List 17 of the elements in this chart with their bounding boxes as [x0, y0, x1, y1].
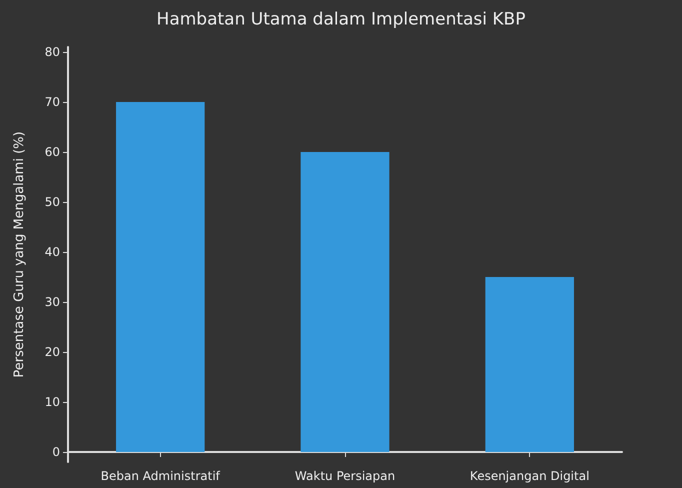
y-tick-label: 80	[44, 45, 60, 59]
y-tick-label: 20	[44, 345, 60, 359]
x-tick-label: Waktu Persiapan	[294, 469, 396, 483]
y-axis-title: Persentase Guru yang Mengalami (%)	[12, 131, 27, 378]
chart-title: Hambatan Utama dalam Implementasi KBP	[156, 10, 526, 30]
y-tick-label: 0	[52, 445, 60, 459]
y-tick-label: 30	[44, 295, 60, 309]
y-tick-label: 50	[44, 195, 60, 209]
y-tick-label: 60	[44, 145, 60, 159]
y-tick-label: 70	[44, 95, 60, 109]
bar	[116, 102, 205, 452]
bar	[300, 152, 390, 452]
x-tick-label: Kesenjangan Digital	[470, 469, 590, 483]
x-tick-label: Beban Administratif	[100, 469, 221, 483]
bar	[485, 277, 574, 452]
y-tick-label: 10	[44, 395, 60, 409]
y-tick-label: 40	[44, 245, 60, 259]
